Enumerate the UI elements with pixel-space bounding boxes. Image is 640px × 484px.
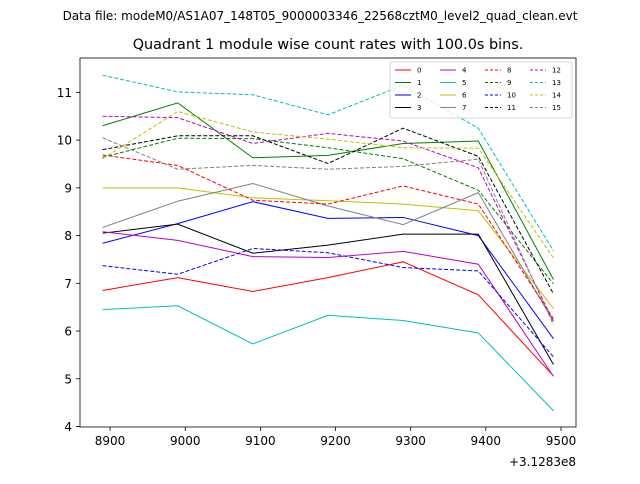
legend-box [389,61,573,119]
legend-label: 0 [417,67,421,75]
legend-entry-10: 10 [485,92,516,100]
series-lines [102,74,554,412]
series-line-9 [102,137,554,285]
legend-entry-14: 14 [530,92,561,100]
legend-entry-4: 4 [440,67,467,75]
legend-entry-12: 12 [530,67,561,75]
legend-label: 6 [462,92,467,100]
series-line-8 [102,154,554,319]
legend-entry-5: 5 [440,79,466,87]
legend-label: 7 [462,104,466,112]
x-tick-label: 9400 [471,434,502,448]
legend-label: 15 [552,104,561,112]
legend-entry-7: 7 [440,104,466,112]
x-tick-label: 9300 [395,434,426,448]
legend-entry-8: 8 [485,67,511,75]
y-tick-label: 5 [64,372,72,386]
figure-suptitle: Data file: modeM0/AS1A07_148T05_90000033… [63,9,578,23]
x-offset-label: +3.1283e8 [509,455,576,469]
legend-label: 13 [552,79,561,87]
series-line-7 [102,183,554,322]
y-axis: 4 5 6 7 8 9 10 11 [57,86,80,434]
legend-entry-13: 13 [530,79,561,87]
y-tick-label: 4 [64,420,72,434]
y-tick-label: 7 [64,277,72,291]
legend-label: 2 [417,92,421,100]
series-line-1 [102,102,554,280]
x-tick-label: 8900 [95,434,126,448]
legend-label: 11 [507,104,516,112]
legend-entry-9: 9 [485,79,511,87]
legend-entry-2: 2 [395,92,421,100]
series-line-6 [102,187,554,309]
legend-label: 10 [507,92,516,100]
x-tick-label: 9000 [170,434,201,448]
legend-label: 3 [417,104,421,112]
series-line-3 [102,223,554,365]
series-line-12 [102,115,554,322]
series-line-14 [102,110,554,259]
legend-label: 12 [552,67,561,75]
legend-label: 4 [462,67,467,75]
series-line-5 [102,305,554,412]
x-tick-label: 9100 [245,434,276,448]
legend-label: 9 [507,79,511,87]
y-tick-label: 8 [64,229,72,243]
legend-entry-6: 6 [440,92,467,100]
series-line-2 [102,201,554,339]
legend-entry-0: 0 [395,67,421,75]
series-line-11 [102,127,554,295]
legend-entry-11: 11 [485,104,516,112]
y-tick-label: 10 [57,134,72,148]
x-tick-label: 9500 [546,434,577,448]
chart-title: Quadrant 1 module wise count rates with … [133,37,524,53]
series-line-4 [102,231,554,377]
legend-entry-1: 1 [395,79,421,87]
series-line-10 [102,247,554,358]
legend-label: 5 [462,79,466,87]
axes-frame [79,57,577,428]
y-tick-label: 6 [64,325,72,339]
y-tick-label: 11 [57,86,72,100]
plot-area: 8900 9000 9100 9200 9300 9400 9500456789101101… [57,57,577,448]
series-line-13 [102,74,554,252]
x-axis: 8900 9000 9100 9200 9300 9400 9500 [95,427,576,448]
legend-entry-15: 15 [530,104,561,112]
legend-label: 1 [417,79,421,87]
series-line-0 [102,261,554,377]
legend-entry-3: 3 [395,104,421,112]
x-tick-label: 9200 [320,434,351,448]
legend-label: 8 [507,67,511,75]
series-line-15 [102,137,554,326]
legend-label: 14 [552,92,561,100]
y-tick-label: 9 [64,181,72,195]
